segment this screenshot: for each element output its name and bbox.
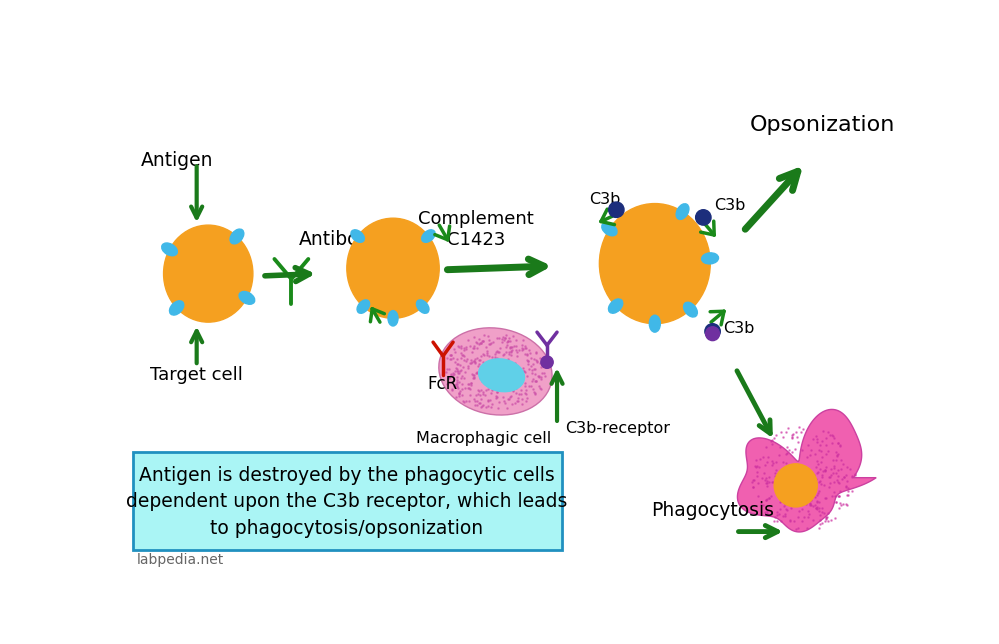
Ellipse shape: [608, 299, 622, 313]
Text: C3b-receptor: C3b-receptor: [564, 421, 669, 436]
FancyBboxPatch shape: [133, 452, 561, 550]
Text: C3b: C3b: [723, 321, 754, 336]
Ellipse shape: [351, 230, 365, 242]
Ellipse shape: [439, 328, 552, 415]
Ellipse shape: [683, 302, 697, 317]
Ellipse shape: [479, 359, 524, 392]
Circle shape: [540, 356, 553, 368]
Text: labpedia.net: labpedia.net: [137, 553, 224, 567]
Ellipse shape: [164, 225, 253, 322]
Ellipse shape: [601, 223, 617, 236]
Text: Macrophagic cell: Macrophagic cell: [417, 431, 551, 446]
Ellipse shape: [357, 300, 370, 313]
Text: Target cell: Target cell: [151, 366, 244, 384]
Text: Opsonization: Opsonization: [749, 115, 895, 135]
Ellipse shape: [388, 310, 398, 326]
Ellipse shape: [676, 204, 689, 220]
Ellipse shape: [162, 243, 178, 256]
Text: FcR: FcR: [428, 375, 458, 393]
Ellipse shape: [417, 300, 429, 313]
Circle shape: [705, 324, 720, 339]
Text: C3b: C3b: [589, 191, 620, 207]
Ellipse shape: [649, 315, 660, 332]
Text: Antigen: Antigen: [141, 151, 214, 170]
Text: Antibody: Antibody: [299, 230, 383, 249]
Ellipse shape: [701, 253, 718, 264]
Ellipse shape: [347, 218, 440, 318]
Ellipse shape: [422, 230, 436, 242]
Ellipse shape: [239, 292, 255, 304]
Text: Phagocytosis: Phagocytosis: [651, 501, 774, 520]
Text: C3b: C3b: [714, 198, 745, 213]
Circle shape: [774, 464, 817, 507]
Ellipse shape: [599, 204, 710, 324]
Ellipse shape: [230, 229, 244, 244]
Polygon shape: [737, 410, 876, 532]
Text: Complement
C1423: Complement C1423: [419, 210, 534, 249]
Circle shape: [705, 327, 719, 341]
Ellipse shape: [170, 301, 184, 315]
Circle shape: [608, 202, 624, 218]
Circle shape: [695, 210, 711, 225]
Text: Antigen is destroyed by the phagocytic cells
dependent upon the C3b receptor, wh: Antigen is destroyed by the phagocytic c…: [126, 466, 567, 538]
